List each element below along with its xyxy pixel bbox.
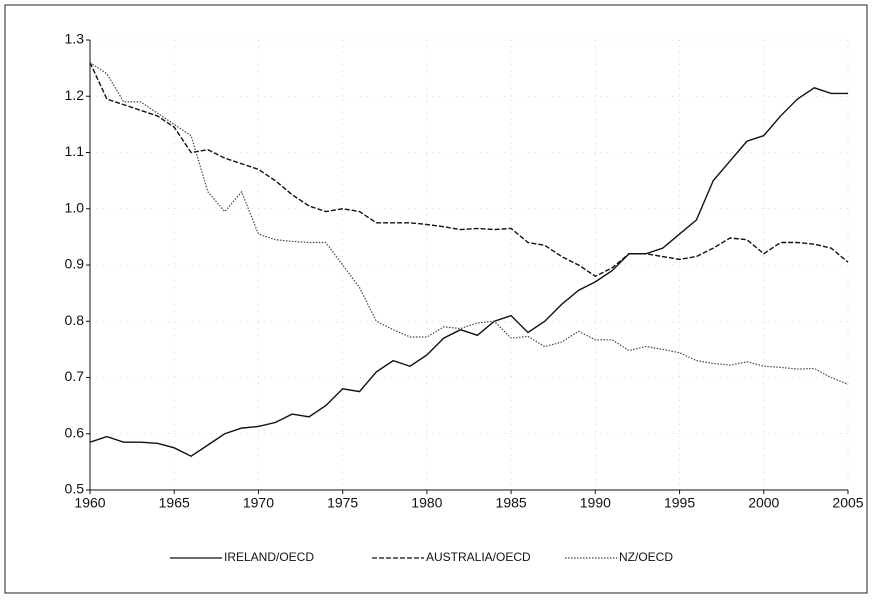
y-tick-label: 1.3 [65, 31, 85, 47]
x-tick-label: 1965 [159, 495, 190, 511]
x-tick-label: 1980 [411, 495, 442, 511]
x-tick-label: 2000 [748, 495, 779, 511]
y-tick-label: 1.0 [65, 199, 85, 215]
series-line [89, 87, 848, 458]
legend-label: NZ/OECD [619, 550, 673, 564]
x-tick-label: 2005 [832, 495, 863, 511]
series-line [89, 62, 849, 385]
x-tick-label: 1970 [243, 495, 274, 511]
legend-label: AUSTRALIA/OECD [426, 550, 531, 564]
x-tick-label: 1975 [327, 495, 358, 511]
y-tick-label: 0.7 [65, 368, 85, 384]
y-tick-label: 0.8 [65, 312, 85, 328]
y-tick-label: 0.6 [65, 424, 85, 440]
y-tick-label: 1.1 [65, 143, 85, 159]
x-tick-label: 1985 [496, 495, 527, 511]
series-line [89, 62, 849, 278]
x-tick-label: 1960 [74, 495, 105, 511]
x-tick-label: 1990 [580, 495, 611, 511]
y-tick-label: 0.5 [65, 481, 85, 497]
x-tick-label: 1995 [664, 495, 695, 511]
legend-label: IRELAND/OECD [224, 550, 314, 564]
y-tick-label: 0.9 [65, 256, 85, 272]
frame [4, 4, 868, 594]
y-tick-label: 1.2 [65, 87, 85, 103]
